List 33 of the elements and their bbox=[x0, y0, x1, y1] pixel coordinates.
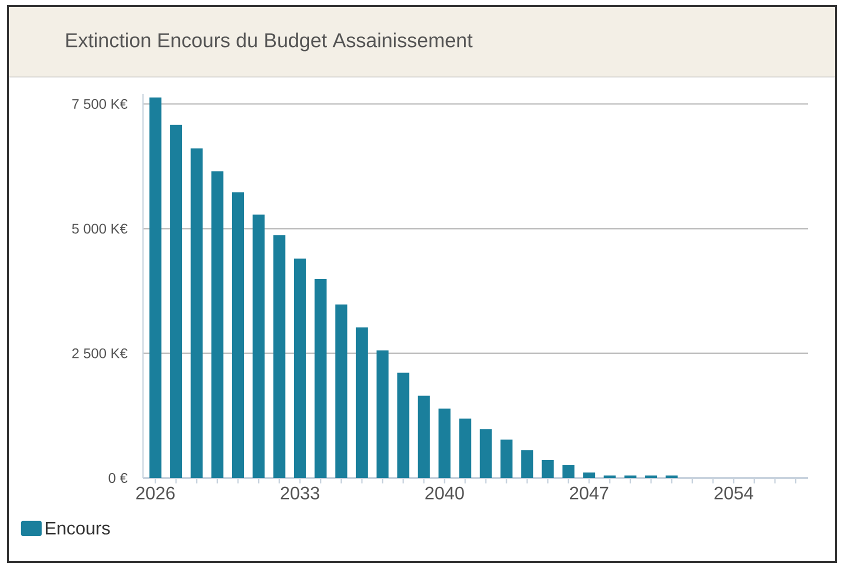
bar bbox=[397, 372, 410, 478]
bar bbox=[211, 171, 224, 478]
bar bbox=[190, 148, 203, 478]
bar bbox=[294, 258, 306, 478]
bar bbox=[356, 327, 368, 478]
y-tick-label: 0 € bbox=[108, 473, 128, 483]
legend-label: Encours bbox=[46, 522, 110, 535]
bar bbox=[459, 418, 472, 478]
y-tick-label: 7 500 K€ bbox=[72, 99, 128, 109]
bar bbox=[500, 440, 512, 478]
y-tick-label: 2 500 K€ bbox=[72, 348, 128, 358]
bar bbox=[480, 429, 492, 478]
x-tick-label: 2033 bbox=[280, 486, 320, 500]
bar bbox=[335, 304, 348, 478]
x-tick-label: 2054 bbox=[714, 486, 754, 500]
bar bbox=[232, 192, 244, 478]
bar bbox=[273, 235, 286, 478]
bar bbox=[418, 396, 430, 478]
bar bbox=[583, 472, 596, 478]
bar bbox=[438, 408, 451, 478]
bar bbox=[252, 214, 265, 478]
x-tick-label: 2040 bbox=[425, 486, 464, 500]
x-tick-label: 2026 bbox=[136, 486, 175, 500]
bar bbox=[542, 460, 554, 478]
bar bbox=[562, 465, 574, 478]
x-tick-label: 2047 bbox=[570, 486, 608, 500]
y-tick-label: 5 000 K€ bbox=[72, 224, 128, 234]
bar bbox=[376, 350, 389, 478]
chart-title: Extinction Encours du Budget Assainissement bbox=[66, 32, 473, 52]
bar bbox=[521, 450, 534, 478]
bar bbox=[314, 279, 327, 478]
bar bbox=[170, 124, 182, 478]
bar bbox=[149, 97, 162, 478]
